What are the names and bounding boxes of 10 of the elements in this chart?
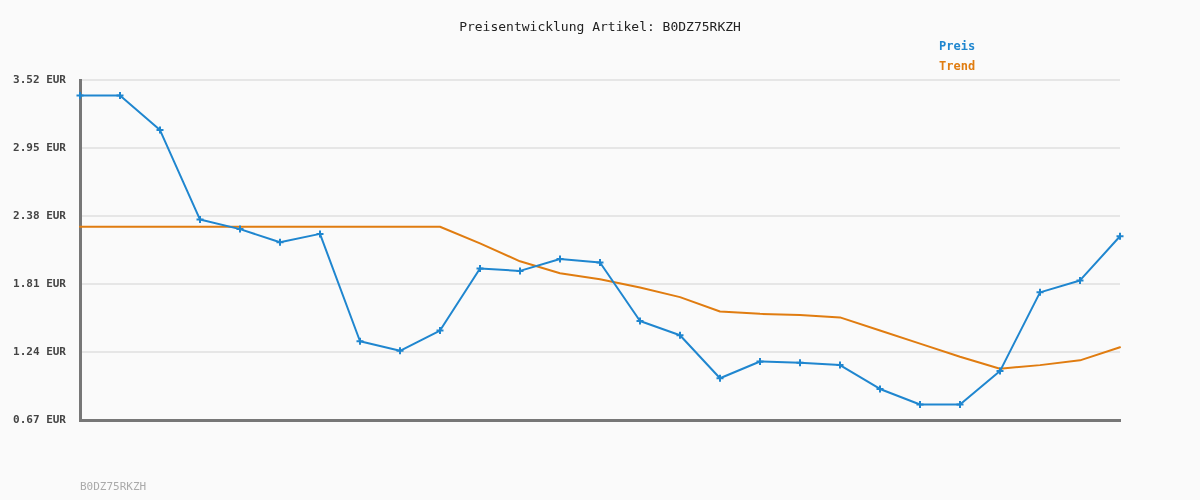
y-tick-label: 3.52 EUR bbox=[13, 72, 67, 86]
y-tick-label: 0.67 EUR bbox=[13, 412, 67, 426]
chart-title: Preisentwicklung Artikel: B0DZ75RKZH bbox=[459, 19, 741, 35]
y-tick-label: 2.38 EUR bbox=[13, 208, 67, 222]
text: Trend bbox=[939, 59, 976, 74]
text: B0DZ75RKZH bbox=[80, 479, 147, 493]
y-tick-label: 1.24 EUR bbox=[13, 344, 67, 358]
y-tick-label: 1.81 EUR bbox=[13, 276, 67, 290]
text: Preis bbox=[939, 39, 976, 54]
y-tick-label: 2.95 EUR bbox=[13, 140, 67, 154]
